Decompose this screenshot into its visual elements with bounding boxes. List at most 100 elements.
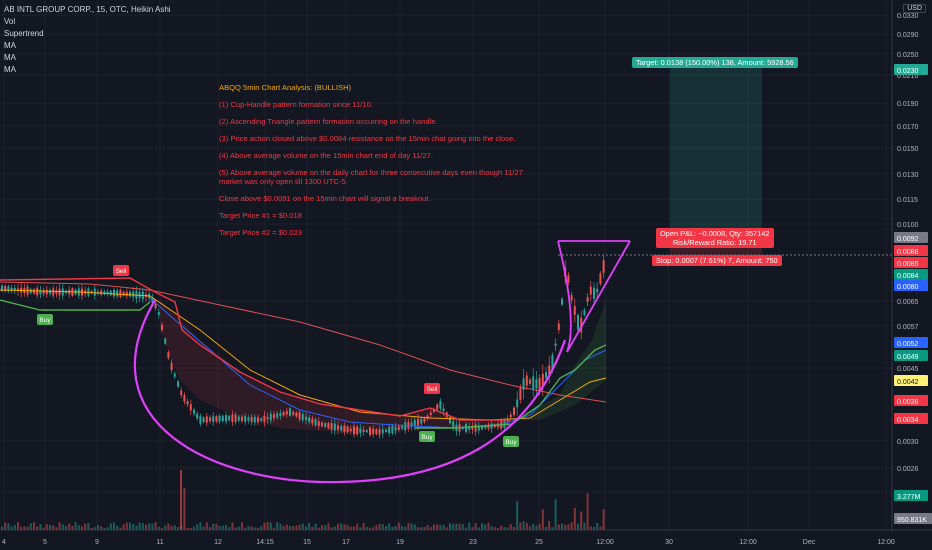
supertrend-green-fill <box>515 300 606 420</box>
volume-bar <box>125 522 128 530</box>
volume-bar <box>589 526 592 530</box>
volume-bar <box>564 524 567 530</box>
signal-label: Buy <box>39 317 51 324</box>
volume-bar <box>333 526 336 530</box>
x-tick-label: 30 <box>665 539 673 546</box>
target-label[interactable]: Target: 0.0138 (150.00%) 138, Amount: 59… <box>632 57 798 68</box>
volume-bar <box>292 526 295 530</box>
candle-body <box>173 373 176 377</box>
volume-bar <box>167 523 170 530</box>
volume-bar <box>602 509 605 530</box>
volume-bar <box>301 523 304 530</box>
candle-body <box>225 415 227 422</box>
candle-body <box>45 289 48 295</box>
volume-bar <box>324 525 327 530</box>
volume-bar <box>180 470 182 530</box>
volume-bar <box>71 525 74 530</box>
volume-bar <box>231 522 234 530</box>
volume-bar <box>599 526 602 530</box>
volume-bar <box>506 527 509 530</box>
price-tag <box>894 280 928 291</box>
candle-body <box>116 290 119 297</box>
candle-body <box>292 411 295 415</box>
moving-average-lines <box>0 277 607 429</box>
volume-bar <box>417 527 419 530</box>
candle-body <box>545 372 547 378</box>
volume-bar <box>148 523 151 530</box>
volume-bar <box>282 526 285 530</box>
candle-body <box>154 303 157 308</box>
candle-body <box>193 409 195 414</box>
price-tag <box>894 269 928 280</box>
y-tick-label: 0.0290 <box>897 32 919 39</box>
candle-body <box>401 426 403 429</box>
candle-body <box>535 379 538 389</box>
supertrend-red-fill <box>160 300 510 432</box>
price-tag-label: 0.0052 <box>897 341 919 348</box>
legend-ma-3[interactable]: MA <box>4 65 16 74</box>
candle-body <box>330 423 333 430</box>
x-tick-label: 12 <box>214 539 222 546</box>
volume-bar <box>420 527 423 530</box>
ma-blue-line <box>149 297 607 429</box>
x-tick-label: 12:00 <box>877 539 895 546</box>
volume-bar <box>269 522 272 530</box>
volume-bar <box>573 507 576 530</box>
x-tick-label: 4 <box>2 539 6 546</box>
candle-body <box>167 352 170 359</box>
y-tick-label: 0.0170 <box>897 124 919 131</box>
volume-bar <box>109 523 112 530</box>
candle-body <box>257 417 259 423</box>
y-tick-label: 0.0115 <box>897 197 918 204</box>
volume-bar <box>365 526 368 530</box>
volume-bar <box>593 526 595 530</box>
candle-body <box>561 298 563 305</box>
x-tick-label: 14:15 <box>256 539 274 546</box>
candle-body <box>100 290 103 295</box>
legend-supertrend[interactable]: Supertrend <box>4 29 44 38</box>
candle-body <box>109 290 112 296</box>
pnl-label[interactable]: Open P&L: −0.0008, Qty: 357142 Risk/Rewa… <box>656 228 774 248</box>
volume-bar <box>183 487 186 530</box>
volume-bar <box>452 524 455 530</box>
candle-body <box>135 290 138 299</box>
analysis-point: (2) Ascending Triangle pattern formation… <box>219 117 438 126</box>
volume-bar <box>129 522 131 530</box>
volume-bar <box>554 499 557 530</box>
volume-bar <box>151 523 154 530</box>
candle-body <box>170 362 173 371</box>
candle-body <box>349 428 352 432</box>
volume-bar <box>455 523 458 530</box>
analysis-title: ABQQ 5min Chart Analysis: (BULLISH) <box>219 83 352 92</box>
volume-bar <box>516 501 519 530</box>
candle-body <box>125 291 128 296</box>
volume-bar <box>465 527 467 530</box>
analysis-point: (3) Price action closed above $0.0084 re… <box>219 134 516 143</box>
currency-button[interactable]: USD <box>903 4 926 13</box>
candle-body <box>589 286 592 295</box>
volume-bar <box>356 523 359 530</box>
candle-body <box>436 404 439 410</box>
candle-body <box>343 425 346 433</box>
candle-body <box>417 418 419 426</box>
volume-bar <box>49 525 51 530</box>
candle-body <box>276 413 279 418</box>
price-tag-label: 0.0085 <box>897 261 919 268</box>
legend-ma-1[interactable]: MA <box>4 41 16 50</box>
candle-body <box>289 408 291 416</box>
legend-ma-2[interactable]: MA <box>4 53 16 62</box>
candle-body <box>378 429 381 435</box>
y-tick-label: 0.0057 <box>897 324 919 331</box>
volume-bar <box>189 527 192 530</box>
candle-body <box>324 423 327 427</box>
volume-bar <box>493 526 496 530</box>
stop-label[interactable]: Stop: 0.0007 (7.61%) 7, Amount: 750 <box>652 255 782 266</box>
price-tag <box>894 257 928 268</box>
price-tag-label: 0.0042 <box>897 379 919 386</box>
analysis-point: (4) Above average volume on the 15min ch… <box>219 151 433 160</box>
volume-bar <box>372 527 375 530</box>
legend-vol[interactable]: Vol <box>4 17 16 26</box>
candle-body <box>39 289 42 295</box>
volume-bar <box>52 525 55 530</box>
